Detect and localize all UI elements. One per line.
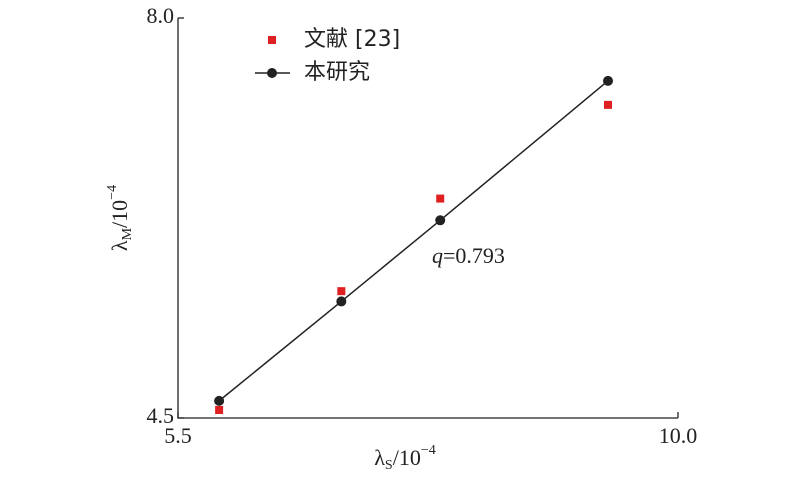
point — [435, 215, 446, 226]
y-tick-label: 8.0 — [147, 3, 175, 28]
y-tick-label: 4.5 — [147, 403, 175, 428]
point — [215, 406, 224, 414]
point — [604, 100, 612, 109]
axes — [177, 18, 678, 419]
x-tick-label: 5.5 — [164, 423, 192, 448]
point — [337, 287, 346, 296]
legend-label: 文献 [23] — [304, 27, 400, 52]
point — [214, 395, 225, 406]
point — [436, 194, 445, 203]
y-axis-label: λM/10−4 — [105, 185, 135, 251]
line — [218, 80, 609, 402]
legend-label: 本研究 — [304, 60, 370, 85]
x-axis-label: λS/10−4 — [374, 443, 436, 473]
x-tick-label: 10.0 — [659, 423, 698, 448]
legend-marker — [267, 68, 277, 78]
annotation: q=0.793 — [432, 243, 505, 268]
legend-marker — [268, 36, 276, 44]
point — [603, 75, 613, 86]
point — [336, 296, 347, 307]
